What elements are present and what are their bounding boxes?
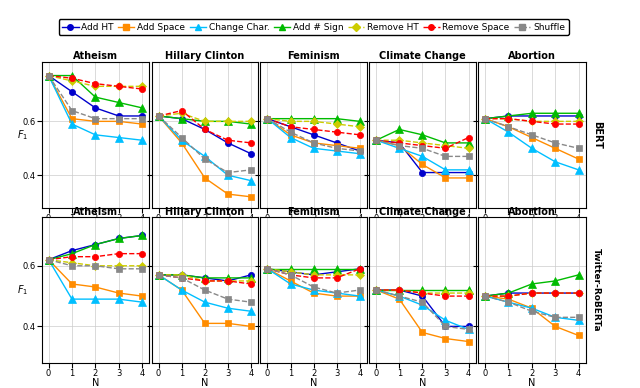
- Title: Abortion: Abortion: [508, 51, 556, 61]
- Title: Hillary Clinton: Hillary Clinton: [165, 51, 244, 61]
- X-axis label: N: N: [419, 378, 426, 388]
- Title: Climate Change: Climate Change: [379, 206, 466, 217]
- Title: Hillary Clinton: Hillary Clinton: [165, 206, 244, 217]
- Title: Atheism: Atheism: [73, 206, 118, 217]
- Title: Atheism: Atheism: [73, 51, 118, 61]
- Legend: Add HT, Add Space, Change Char., Add # Sign, Remove HT, Remove Space, Shuffle: Add HT, Add Space, Change Char., Add # S…: [59, 19, 568, 35]
- X-axis label: N: N: [92, 223, 99, 233]
- X-axis label: N: N: [201, 223, 209, 233]
- Y-axis label: $F_1$: $F_1$: [17, 128, 28, 142]
- X-axis label: N: N: [419, 223, 426, 233]
- Title: Feminism: Feminism: [287, 206, 340, 217]
- Title: Climate Change: Climate Change: [379, 51, 466, 61]
- X-axis label: N: N: [310, 378, 317, 388]
- Title: Feminism: Feminism: [287, 51, 340, 61]
- X-axis label: N: N: [310, 223, 317, 233]
- X-axis label: N: N: [528, 223, 536, 233]
- Y-axis label: $F_1$: $F_1$: [17, 283, 28, 297]
- Text: BERT: BERT: [592, 121, 602, 149]
- Title: Abortion: Abortion: [508, 206, 556, 217]
- X-axis label: N: N: [201, 378, 209, 388]
- X-axis label: N: N: [92, 378, 99, 388]
- Text: Twitter-RoBERTa: Twitter-RoBERTa: [592, 248, 601, 332]
- X-axis label: N: N: [528, 378, 536, 388]
